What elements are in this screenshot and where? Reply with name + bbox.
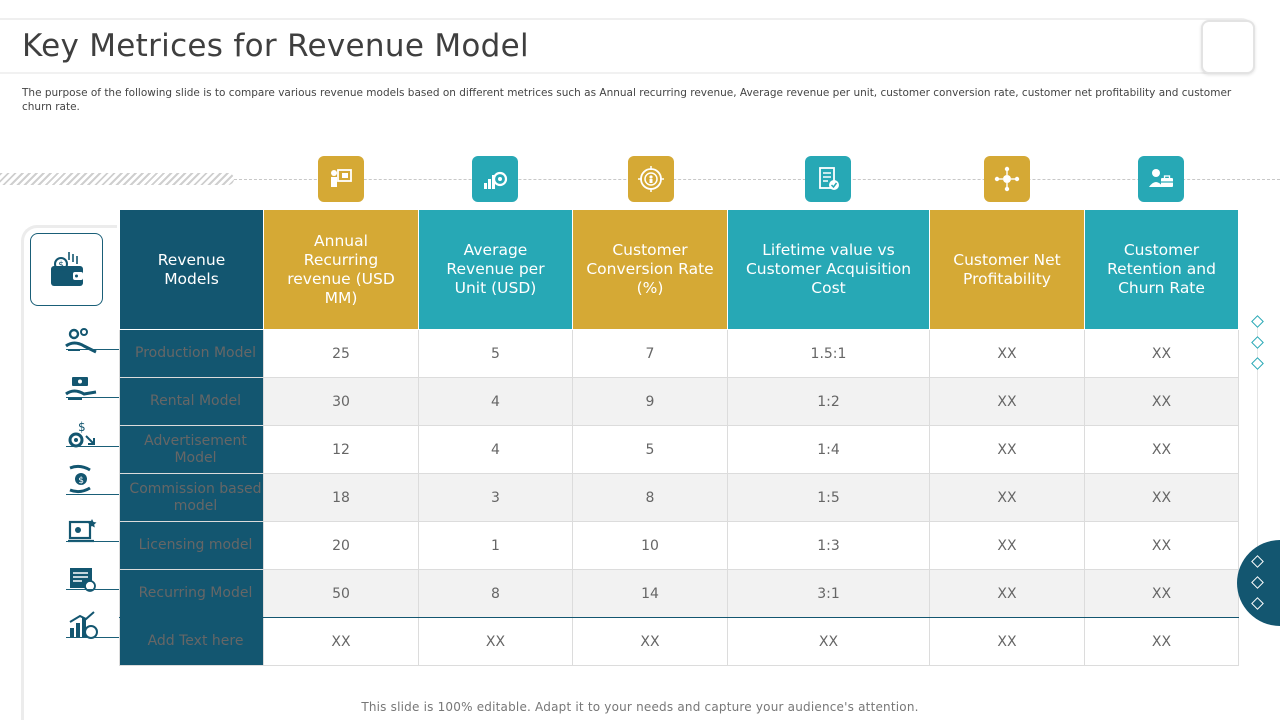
title-bar: [0, 18, 1255, 74]
table-cell: XX: [1084, 329, 1239, 378]
table-cell: 1:3: [727, 521, 930, 570]
column-header: Customer Retention and Churn Rate: [1084, 209, 1239, 330]
svg-text:$: $: [58, 260, 64, 270]
revenue-models-header: Revenue Models: [119, 209, 264, 330]
table-cell: XX: [1084, 425, 1239, 474]
diamond-icon: [1251, 315, 1264, 328]
table-cell: XX: [1084, 473, 1239, 522]
table-header-row: Revenue Models Annual Recurring revenue …: [119, 209, 1239, 330]
metrics-table: Revenue Models Annual Recurring revenue …: [119, 209, 1239, 666]
table-cell: 1:4: [727, 425, 930, 474]
connector-line: [66, 541, 120, 542]
table-cell: 8: [418, 569, 573, 618]
table-cell: 14: [572, 569, 728, 618]
table-row: Add Text here XX XX XX XX XX XX: [119, 617, 1239, 666]
table-cell: 10: [572, 521, 728, 570]
table-cell: 5: [418, 329, 573, 378]
recurring-document-icon: [62, 564, 102, 594]
connector-line: [66, 589, 120, 590]
table-cell: 25: [263, 329, 419, 378]
growth-gear-icon: [472, 156, 518, 202]
table-cell: 3: [418, 473, 573, 522]
connector-line: [66, 446, 120, 447]
column-header: Annual Recurring revenue (USD MM): [263, 209, 419, 330]
table-row: Licensing model 20 1 10 1:3 XX XX: [119, 521, 1239, 570]
dashed-divider: [234, 179, 1280, 180]
table-cell: 4: [418, 425, 573, 474]
table-cell: 18: [263, 473, 419, 522]
table-cell: 1:2: [727, 377, 930, 426]
column-header: Customer Net Profitability: [929, 209, 1085, 330]
row-label: Recurring Model: [119, 569, 264, 618]
table-row: Rental Model 30 4 9 1:2 XX XX: [119, 377, 1239, 426]
row-label: Advertisement Model: [119, 425, 264, 474]
table-cell: XX: [929, 329, 1085, 378]
column-header: Customer Conversion Rate (%): [572, 209, 728, 330]
table-cell: XX: [1084, 377, 1239, 426]
table-cell: XX: [572, 617, 728, 666]
table-cell: XX: [929, 617, 1085, 666]
connector-line: [66, 349, 120, 350]
presentation-board-icon: [318, 156, 364, 202]
table-row: Advertisement Model 12 4 5 1:4 XX XX: [119, 425, 1239, 474]
checklist-document-icon: [805, 156, 851, 202]
hand-money-icon: [62, 374, 102, 404]
table-cell: XX: [929, 377, 1085, 426]
left-icon-panel: [21, 225, 117, 720]
table-cell: 12: [263, 425, 419, 474]
row-label: Licensing model: [119, 521, 264, 570]
connector-line: [66, 637, 120, 638]
diamond-icon: [1251, 357, 1264, 370]
table-row-highlighted: Recurring Model 50 8 14 3:1 XX XX: [119, 569, 1239, 618]
table-cell: XX: [418, 617, 573, 666]
right-divider-line: [1257, 320, 1258, 550]
table-cell: XX: [929, 521, 1085, 570]
bar-growth-icon: [62, 610, 102, 640]
connector-line: [66, 397, 120, 398]
connector-line: [66, 494, 120, 495]
table-cell: 1.5:1: [727, 329, 930, 378]
footer-note: This slide is 100% editable. Adapt it to…: [361, 700, 919, 714]
table-cell: XX: [929, 425, 1085, 474]
row-label: Add Text here: [119, 617, 264, 666]
hand-gears-icon: [62, 326, 102, 356]
diamond-icon: [1251, 336, 1264, 349]
row-label: Commission based model: [119, 473, 264, 522]
row-label: Production Model: [119, 329, 264, 378]
corner-placeholder-box: [1201, 20, 1255, 74]
table-cell: 7: [572, 329, 728, 378]
column-header: Lifetime value vs Customer Acquisition C…: [727, 209, 930, 330]
table-cell: XX: [727, 617, 930, 666]
target-people-icon: [628, 156, 674, 202]
table-cell: XX: [1084, 569, 1239, 618]
table-cell: 5: [572, 425, 728, 474]
table-cell: XX: [929, 569, 1085, 618]
table-cell: 1: [418, 521, 573, 570]
row-label: Rental Model: [119, 377, 264, 426]
network-people-icon: [984, 156, 1030, 202]
table-cell: XX: [1084, 617, 1239, 666]
column-header: Average Revenue per Unit (USD): [418, 209, 573, 330]
svg-text:$: $: [78, 420, 86, 434]
table-cell: XX: [263, 617, 419, 666]
table-cell: 4: [418, 377, 573, 426]
table-cell: 20: [263, 521, 419, 570]
table-cell: 1:5: [727, 473, 930, 522]
page-subtitle: The purpose of the following slide is to…: [22, 87, 1232, 113]
svg-text:$: $: [78, 476, 84, 486]
table-cell: 9: [572, 377, 728, 426]
user-briefcase-icon: [1138, 156, 1184, 202]
table-cell: XX: [929, 473, 1085, 522]
page-title: Key Metrices for Revenue Model: [22, 28, 529, 64]
wallet-money-icon: $: [30, 233, 103, 306]
table-row: Production Model 25 5 7 1.5:1 XX XX: [119, 329, 1239, 378]
table-row: Commission based model 18 3 8 1:5 XX XX: [119, 473, 1239, 522]
table-cell: 50: [263, 569, 419, 618]
hand-coin-icon: $: [62, 464, 102, 494]
table-cell: 30: [263, 377, 419, 426]
table-cell: 8: [572, 473, 728, 522]
hatched-bar: [0, 173, 234, 185]
table-cell: XX: [1084, 521, 1239, 570]
table-cell: 3:1: [727, 569, 930, 618]
